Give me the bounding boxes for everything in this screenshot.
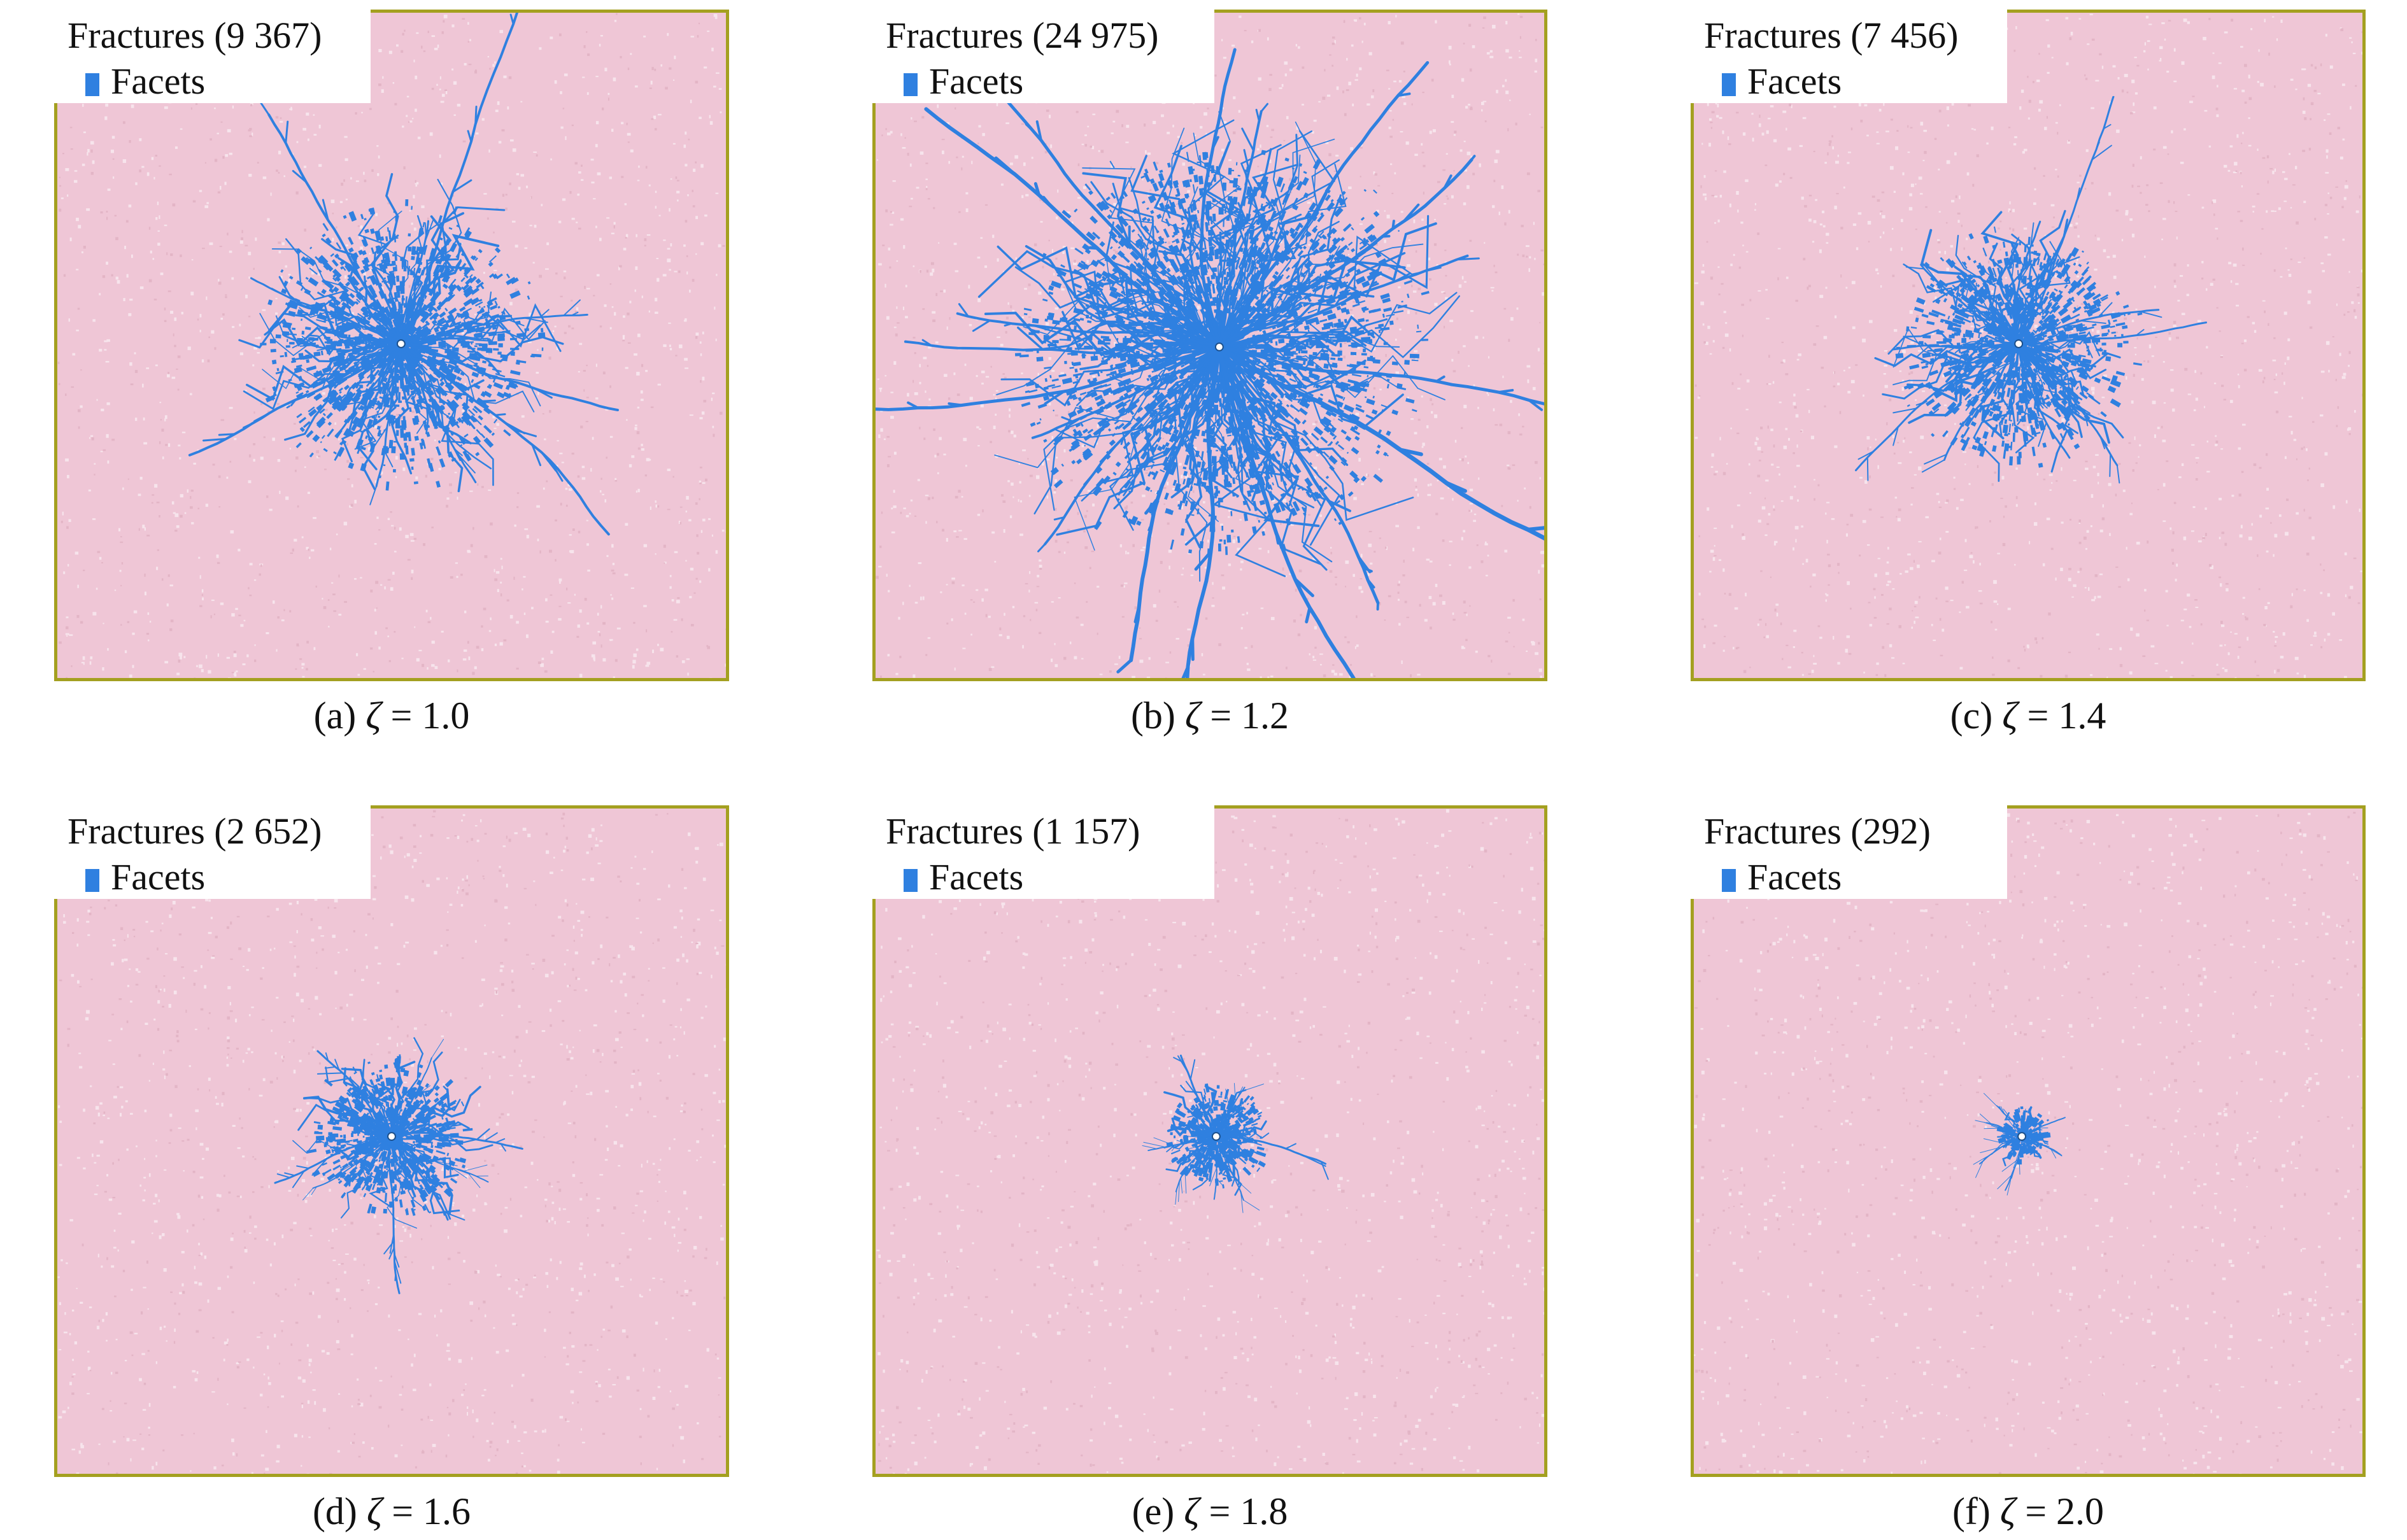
panel-e-legend: Fractures (1 157) Facets	[870, 803, 1214, 899]
injection-point	[387, 1132, 396, 1141]
panel-b: Fractures (24 975) Facets (b) ζ = 1.2	[870, 8, 1547, 742]
facets-swatch	[1722, 73, 1736, 96]
panel-f-fractures-count: Fractures (292)	[1704, 810, 1931, 852]
panel-b-fractures-count: Fractures (24 975)	[886, 15, 1159, 56]
panel-e-plot	[872, 805, 1547, 1477]
panel-d: Fractures (2 652) Facets (d) ζ = 1.6	[52, 803, 729, 1537]
facets-swatch	[85, 73, 99, 96]
panel-e: Fractures (1 157) Facets (e) ζ = 1.8	[870, 803, 1547, 1537]
fracture-main-rays	[1973, 1092, 2066, 1196]
panel-a: Fractures (9 367) Facets (a) ζ = 1.0	[52, 8, 729, 742]
panel-a-caption-prefix: (a)	[313, 695, 357, 737]
facets-label: Facets	[111, 60, 206, 102]
panel-e-fractures-count: Fractures (1 157)	[886, 810, 1140, 852]
facets-label: Facets	[929, 856, 1024, 898]
grain-speckle-dark	[877, 809, 1544, 1474]
facets-label: Facets	[929, 60, 1024, 102]
panel-a-fracture-pattern	[188, 13, 619, 536]
facets-label: Facets	[111, 856, 206, 898]
panel-d-plot	[54, 805, 729, 1477]
panel-b-fracture-pattern	[876, 48, 1544, 678]
fracture-main-rays	[274, 1038, 523, 1294]
fracture-main-rays	[1142, 1054, 1329, 1213]
panel-d-fractures-count: Fractures (2 652)	[67, 810, 322, 852]
panel-e-caption-prefix: (e)	[1132, 1490, 1175, 1532]
panel-c-caption: (c) ζ = 1.4	[1691, 694, 2366, 738]
panel-b-plot	[872, 10, 1547, 681]
zeta-symbol: ζ	[366, 1490, 383, 1532]
panel-f-fracture-pattern	[1973, 1092, 2066, 1196]
facets-swatch	[904, 869, 918, 892]
panel-d-legend: Fractures (2 652) Facets	[52, 803, 371, 899]
zeta-symbol: ζ	[1999, 1490, 2016, 1532]
panel-e-fracture-pattern	[1142, 1054, 1329, 1213]
injection-point	[396, 339, 406, 348]
grain-speckle	[1694, 812, 2362, 1474]
facets-swatch	[1722, 869, 1736, 892]
panel-b-legend: Fractures (24 975) Facets	[870, 8, 1214, 103]
panel-b-caption-prefix: (b)	[1130, 695, 1175, 737]
panel-b-caption-value: = 1.2	[1210, 695, 1289, 737]
panel-c-plot	[1691, 10, 2366, 681]
panel-c: Fractures (7 456) Facets (c) ζ = 1.4	[1689, 8, 2366, 742]
zeta-symbol: ζ	[1184, 1490, 1200, 1532]
panel-d-caption-value: = 1.6	[392, 1490, 471, 1532]
panel-f-legend: Fractures (292) Facets	[1689, 803, 2007, 899]
zeta-symbol: ζ	[366, 695, 381, 737]
panel-d-caption: (d) ζ = 1.6	[54, 1490, 729, 1534]
panel-e-caption: (e) ζ = 1.8	[872, 1490, 1547, 1534]
fracture-main-rays	[1855, 95, 2208, 484]
panel-f-caption-prefix: (f)	[1952, 1490, 1991, 1532]
injection-point	[1211, 1132, 1221, 1141]
panel-c-fracture-pattern	[1855, 95, 2208, 484]
panel-d-caption-prefix: (d)	[312, 1490, 357, 1532]
fracture-main-rays	[188, 13, 619, 536]
panel-a-caption-value: = 1.0	[390, 695, 470, 737]
panel-d-fracture-pattern	[274, 1037, 523, 1294]
zeta-symbol: ζ	[1184, 695, 1201, 737]
panel-c-caption-prefix: (c)	[1950, 695, 1993, 737]
panel-c-caption-value: = 1.4	[2027, 695, 2106, 737]
facets-swatch	[85, 869, 99, 892]
fracture-short-rays	[292, 1037, 493, 1229]
injection-point	[2014, 339, 2024, 348]
grain-speckle-dark	[1694, 15, 2362, 678]
zeta-symbol: ζ	[2002, 695, 2018, 737]
panel-e-caption-value: = 1.8	[1209, 1490, 1288, 1532]
injection-point	[1214, 343, 1224, 351]
panel-f: Fractures (292) Facets (f) ζ = 2.0	[1689, 803, 2366, 1537]
panel-f-caption: (f) ζ = 2.0	[1691, 1490, 2366, 1534]
panel-c-legend: Fractures (7 456) Facets	[1689, 8, 2007, 103]
panel-a-fractures-count: Fractures (9 367)	[67, 15, 322, 56]
panel-a-caption: (a) ζ = 1.0	[54, 694, 729, 738]
injection-point	[2017, 1132, 2027, 1141]
panel-c-fractures-count: Fractures (7 456)	[1704, 15, 1959, 56]
fracture-main-rays	[876, 48, 1544, 678]
facets-swatch	[904, 73, 918, 96]
panel-f-plot	[1691, 805, 2366, 1477]
panel-a-legend: Fractures (9 367) Facets	[52, 8, 371, 103]
panel-c-noise	[1694, 13, 2362, 678]
panel-f-noise	[1694, 810, 2362, 1474]
facets-label: Facets	[1747, 856, 1842, 898]
panel-b-caption: (b) ζ = 1.2	[872, 694, 1547, 738]
panel-f-caption-value: = 2.0	[2025, 1490, 2105, 1532]
facets-label: Facets	[1747, 60, 1842, 102]
panel-a-plot	[54, 10, 729, 681]
